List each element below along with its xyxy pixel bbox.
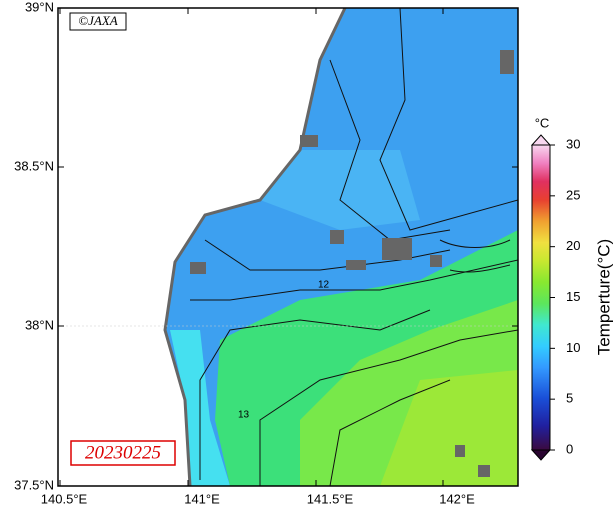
colorbar-tick-label: 10	[566, 340, 580, 355]
warm-water-3	[380, 370, 518, 486]
y-tick-label: 37.5°N	[14, 477, 54, 492]
credit: ©JAXA	[78, 13, 118, 28]
colorbar	[531, 144, 551, 451]
credit-box	[69, 12, 127, 31]
map-area: 13 12	[58, 8, 518, 486]
colorbar-tick-label: 0	[566, 441, 573, 456]
contours	[190, 8, 518, 486]
colorbar-tick-label: 15	[566, 289, 580, 304]
x-tick-label: 141°E	[184, 491, 220, 506]
colorbar-unit: °C	[535, 115, 550, 130]
date: 20230225	[85, 442, 161, 463]
x-tick-label: 140.5°E	[41, 491, 88, 506]
coastline	[163, 8, 347, 486]
x-tick-label: 142°E	[439, 491, 475, 506]
colorbar-min	[530, 449, 552, 461]
colorbar-tick-label: 25	[566, 187, 580, 202]
colorbar-label: Temperture(°C)	[594, 239, 613, 355]
contour-label: 12	[318, 280, 330, 291]
colorbar-tick-label: 20	[566, 238, 580, 253]
y-tick-label: 39°N	[25, 0, 54, 14]
colorbar-max	[530, 134, 552, 146]
ocean-warm	[260, 150, 420, 230]
frame	[57, 7, 519, 487]
contour-label: 13	[238, 410, 250, 421]
colorbar-tick-label: 30	[566, 136, 580, 151]
x-tick-label: 141.5°E	[307, 491, 354, 506]
cloud-mask	[190, 50, 514, 477]
date-box	[70, 440, 176, 466]
colorbar-tick-label: 5	[566, 391, 573, 406]
y-tick-label: 38.5°N	[14, 158, 54, 173]
y-tick-label: 38°N	[25, 317, 54, 332]
